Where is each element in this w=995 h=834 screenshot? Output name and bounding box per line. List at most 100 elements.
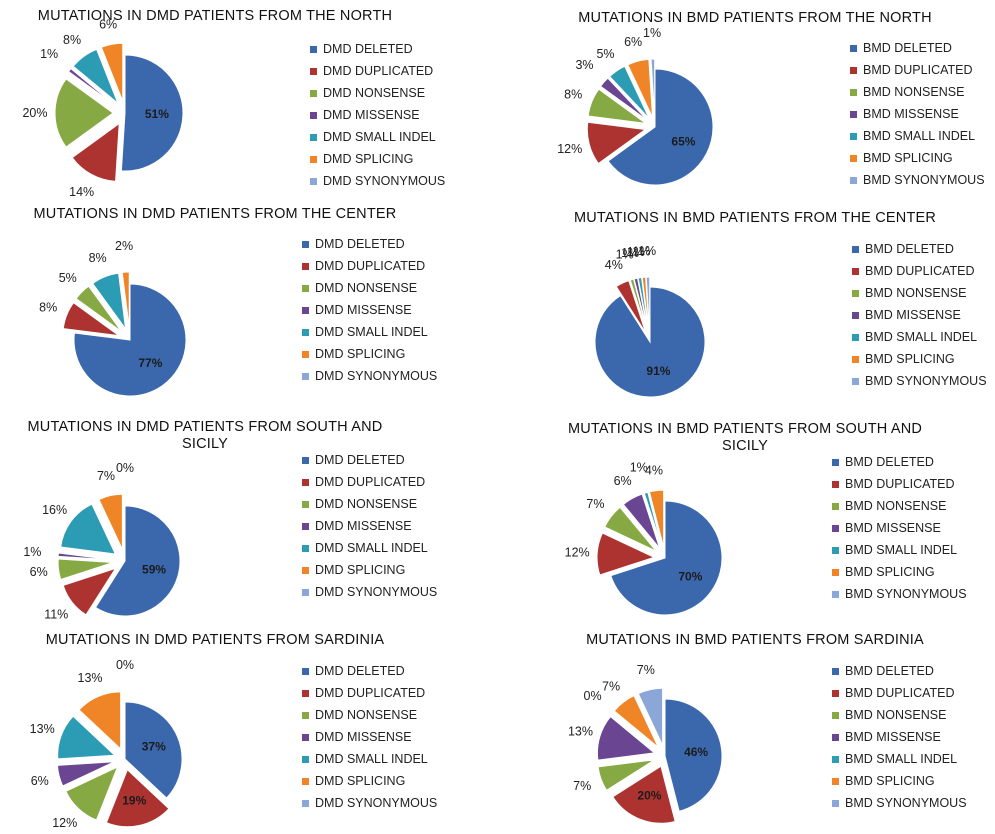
data-label-bmd-duplicated: 12% <box>557 142 582 156</box>
pie-slice-bmd-deleted <box>610 500 723 616</box>
legend-label: BMD MISSENSE <box>865 308 961 322</box>
legend-item-dmd-small-indel: DMD SMALL INDEL <box>302 321 437 343</box>
legend-swatch <box>302 588 309 596</box>
legend-label: DMD MISSENSE <box>323 108 420 122</box>
legend-swatch <box>832 799 839 807</box>
legend-swatch <box>310 67 317 75</box>
legend-item-dmd-splicing: DMD SPLICING <box>302 770 437 792</box>
legend-item-bmd-nonsense: BMD NONSENSE <box>850 81 985 103</box>
legend-swatch <box>850 66 857 74</box>
data-label-dmd-splicing: 7% <box>97 469 115 483</box>
pie-slice-dmd-missense <box>56 761 115 787</box>
data-label-bmd-missense: 13% <box>568 724 593 738</box>
legend-swatch <box>302 478 309 486</box>
legend-item-bmd-small-indel: BMD SMALL INDEL <box>832 748 967 770</box>
chart-legend: DMD DELETED DMD DUPLICATED DMD NONSENSE DMD… <box>302 233 437 387</box>
legend-label: BMD SYNONYMOUS <box>845 796 967 810</box>
legend-swatch <box>302 522 309 530</box>
data-label-bmd-small-indel: 0% <box>584 689 602 703</box>
legend-label: DMD DUPLICATED <box>315 475 426 489</box>
data-label-bmd-deleted: 70% <box>678 569 702 583</box>
data-label-bmd-duplicated: 20% <box>637 788 661 802</box>
legend-label: BMD DUPLICATED <box>863 63 973 77</box>
legend-label: DMD DELETED <box>315 664 405 678</box>
pie-slice-bmd-missense <box>622 493 661 549</box>
legend-label: DMD SPLICING <box>315 774 406 788</box>
pie-panel-bmd-south-sicily: MUTATIONS IN BMD PATIENTS FROM SOUTH AND… <box>545 421 995 621</box>
legend-item-dmd-nonsense: DMD NONSENSE <box>302 493 437 515</box>
legend-label: BMD SMALL INDEL <box>845 543 958 557</box>
pie-panel-bmd-north: MUTATIONS IN BMD PATIENTS FROM THE NORTH… <box>545 10 995 210</box>
legend-swatch <box>310 45 317 53</box>
legend-label: BMD NONSENSE <box>845 499 947 513</box>
data-label-bmd-synonymous: 1% <box>638 244 656 258</box>
legend-label: DMD SYNONYMOUS <box>315 369 438 383</box>
pie-chart: 70% 12% 7% 6%1%4% <box>565 461 723 616</box>
legend-label: DMD MISSENSE <box>315 303 412 317</box>
legend-swatch <box>832 568 839 576</box>
legend-label: DMD NONSENSE <box>315 497 418 511</box>
chart-legend: DMD DELETED DMD DUPLICATED DMD NONSENSE DMD… <box>302 449 437 603</box>
pie-slice-bmd-splicing <box>627 58 654 118</box>
data-label-dmd-deleted: 77% <box>138 356 162 370</box>
legend-label: DMD DUPLICATED <box>315 686 426 700</box>
legend-swatch <box>302 689 309 697</box>
legend-swatch <box>852 355 859 363</box>
chart-title: MUTATIONS IN DMD PATIENTS FROM THE NORTH <box>37 8 393 24</box>
data-label-dmd-deleted: 51% <box>145 107 169 121</box>
pie-slice-dmd-deleted <box>120 54 184 172</box>
pie-slice-bmd-splicing <box>641 276 650 333</box>
pie-slice-bmd-deleted <box>594 286 706 398</box>
legend-swatch <box>852 377 859 385</box>
legend-swatch <box>850 110 857 118</box>
pie-slice-dmd-splicing <box>121 271 130 329</box>
legend-swatch <box>310 177 317 185</box>
legend-label: DMD SYNONYMOUS <box>323 174 446 188</box>
chart-legend: DMD DELETED DMD DUPLICATED DMD NONSENSE DMD… <box>302 660 437 814</box>
data-label-bmd-splicing: 4% <box>645 464 663 478</box>
pie-slice-dmd-duplicated <box>71 122 120 182</box>
legend-swatch <box>832 546 839 554</box>
legend-item-dmd-missense: DMD MISSENSE <box>302 515 437 537</box>
data-label-bmd-deleted: 91% <box>646 364 670 378</box>
legend-label: DMD NONSENSE <box>315 281 418 295</box>
legend-swatch <box>302 240 309 248</box>
legend-label: DMD SMALL INDEL <box>315 541 428 555</box>
pie-chart: 65% 12% 8% 3%5% 6%1% <box>557 26 714 186</box>
pie-slice-dmd-deleted <box>73 283 187 397</box>
data-label-bmd-duplicated: 12% <box>565 545 590 559</box>
pie-slice-bmd-splicing <box>648 489 665 548</box>
legend-label: DMD SYNONYMOUS <box>315 585 438 599</box>
data-label-bmd-splicing: 6% <box>624 35 642 49</box>
pie-slice-dmd-nonsense <box>75 285 122 332</box>
pie-slice-bmd-synonymous <box>645 276 651 333</box>
legend-label: BMD SPLICING <box>865 352 955 366</box>
legend-swatch <box>302 328 309 336</box>
legend-label: DMD SYNONYMOUS <box>315 796 438 810</box>
data-label-dmd-duplicated: 14% <box>69 185 94 199</box>
data-label-dmd-small-indel: 8% <box>63 33 81 47</box>
legend-item-bmd-splicing: BMD SPLICING <box>850 147 985 169</box>
pie-slice-bmd-synonymous <box>650 58 656 118</box>
legend-item-bmd-splicing: BMD SPLICING <box>832 770 967 792</box>
chart-title: MUTATIONS IN DMD PATIENTS FROM THE CENTE… <box>33 206 397 222</box>
legend-label: BMD NONSENSE <box>863 85 965 99</box>
legend-item-bmd-small-indel: BMD SMALL INDEL <box>852 326 987 348</box>
pie-slice-dmd-nonsense <box>57 558 114 581</box>
pie-slice-dmd-missense <box>67 67 116 107</box>
pie-slice-bmd-deleted <box>607 68 714 186</box>
data-label-dmd-duplicated: 19% <box>122 793 146 807</box>
pie-slice-bmd-deleted <box>664 698 723 812</box>
legend-swatch <box>302 544 309 552</box>
legend-label: DMD NONSENSE <box>323 86 426 100</box>
data-label-bmd-synonymous: 1% <box>643 26 661 40</box>
legend-swatch <box>850 44 857 52</box>
data-label-dmd-splicing: 13% <box>78 671 103 685</box>
legend-item-dmd-synonymous: DMD SYNONYMOUS <box>302 581 437 603</box>
pie-panel-bmd-sardinia: MUTATIONS IN BMD PATIENTS FROM SARDINIA 4… <box>545 632 995 832</box>
legend-label: DMD DELETED <box>315 237 405 251</box>
pie-slice-bmd-nonsense <box>597 759 655 791</box>
data-label-bmd-splicing: 7% <box>602 679 620 693</box>
pie-slice-bmd-small-indel <box>643 491 663 548</box>
data-label-dmd-small-indel: 16% <box>42 503 67 517</box>
